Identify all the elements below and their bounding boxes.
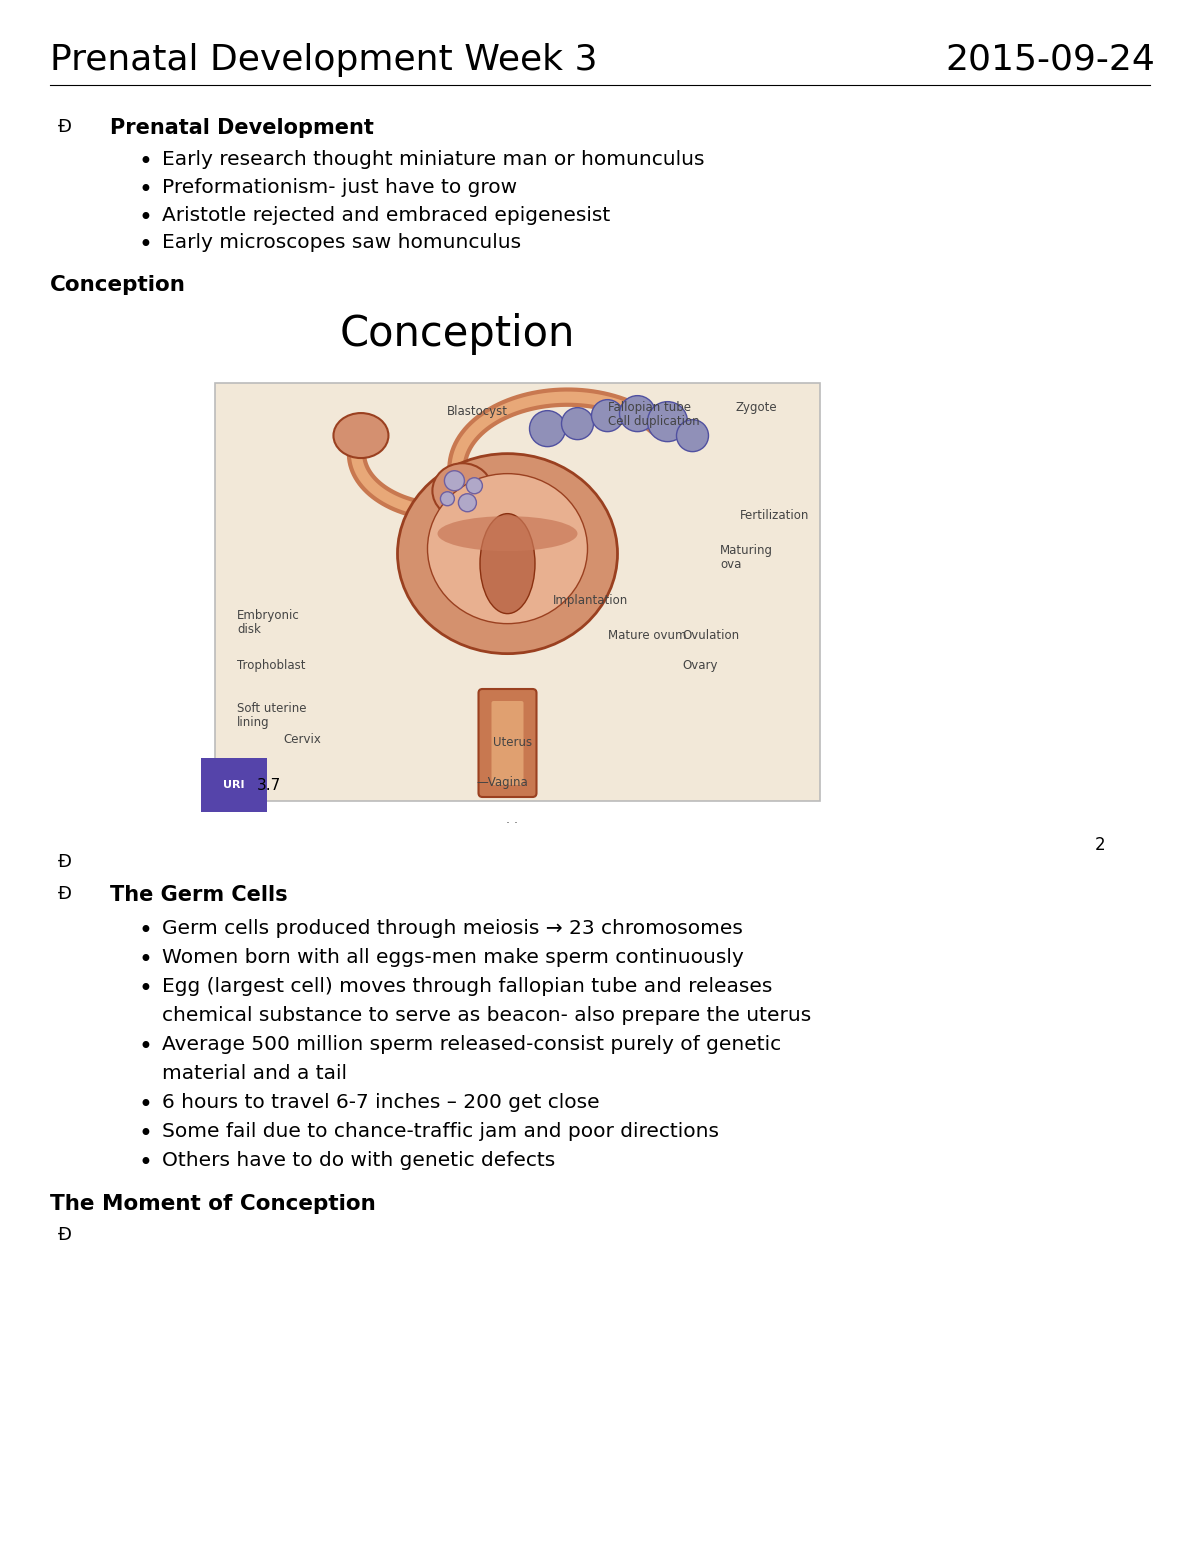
Text: •: • (138, 179, 152, 202)
Ellipse shape (440, 492, 455, 506)
Text: Mature ovum: Mature ovum (607, 629, 686, 641)
Text: Maturing: Maturing (720, 544, 773, 556)
Ellipse shape (467, 478, 482, 494)
Text: Implantation: Implantation (552, 593, 628, 607)
Text: material and a tail: material and a tail (162, 1064, 347, 1082)
Text: 3.7: 3.7 (257, 778, 281, 792)
Text: Some fail due to chance-traffic jam and poor directions: Some fail due to chance-traffic jam and … (162, 1121, 719, 1141)
Text: Preformationism- just have to grow: Preformationism- just have to grow (162, 179, 517, 197)
FancyBboxPatch shape (479, 690, 536, 797)
Ellipse shape (592, 399, 624, 432)
Text: Ð: Ð (58, 118, 72, 137)
Text: •: • (138, 919, 152, 943)
Text: Egg (largest cell) moves through fallopian tube and releases: Egg (largest cell) moves through fallopi… (162, 977, 773, 995)
Ellipse shape (458, 494, 476, 512)
Text: Conception: Conception (50, 275, 186, 295)
Ellipse shape (562, 407, 594, 439)
Text: Blastocyst: Blastocyst (446, 405, 508, 418)
Text: —Vagina: —Vagina (476, 776, 528, 789)
Text: Trophoblast: Trophoblast (238, 658, 306, 671)
Text: Ovulation: Ovulation (683, 629, 739, 641)
Text: Ð: Ð (58, 1225, 72, 1244)
Text: •: • (138, 151, 152, 174)
Ellipse shape (427, 474, 588, 624)
Text: •: • (138, 977, 152, 1002)
Text: 2015-09-24: 2015-09-24 (946, 43, 1154, 78)
Ellipse shape (444, 471, 464, 491)
Text: Prenatal Development: Prenatal Development (110, 118, 374, 138)
Ellipse shape (334, 413, 389, 458)
Text: •: • (138, 207, 152, 230)
Text: Average 500 million sperm released-consist purely of genetic: Average 500 million sperm released-consi… (162, 1034, 781, 1054)
Text: Others have to do with genetic defects: Others have to do with genetic defects (162, 1151, 556, 1169)
Text: . .: . . (506, 814, 518, 826)
FancyBboxPatch shape (215, 384, 820, 801)
Text: Ð: Ð (58, 853, 72, 871)
Ellipse shape (432, 463, 492, 519)
Text: lining: lining (238, 716, 270, 728)
Text: Fallopian tube: Fallopian tube (607, 401, 690, 415)
Ellipse shape (619, 396, 655, 432)
Text: Prenatal Development Week 3: Prenatal Development Week 3 (50, 43, 598, 78)
Text: ova: ova (720, 558, 742, 570)
Text: The Germ Cells: The Germ Cells (110, 885, 288, 905)
Text: 6 hours to travel 6-7 inches – 200 get close: 6 hours to travel 6-7 inches – 200 get c… (162, 1093, 600, 1112)
Ellipse shape (677, 419, 708, 452)
Text: Early research thought miniature man or homunculus: Early research thought miniature man or … (162, 151, 704, 169)
Text: Cell duplication: Cell duplication (607, 415, 700, 429)
Ellipse shape (438, 516, 577, 551)
Text: Embryonic: Embryonic (238, 609, 300, 621)
Text: Aristotle rejected and embraced epigenesist: Aristotle rejected and embraced epigenes… (162, 207, 611, 225)
Text: Cervix: Cervix (283, 733, 320, 745)
Text: •: • (138, 233, 152, 256)
Text: The Moment of Conception: The Moment of Conception (50, 1194, 376, 1214)
Text: disk: disk (238, 623, 260, 635)
Text: •: • (138, 1093, 152, 1117)
Text: Conception: Conception (340, 314, 575, 356)
Text: Early microscopes saw homunculus: Early microscopes saw homunculus (162, 233, 521, 252)
Text: Women born with all eggs-men make sperm continuously: Women born with all eggs-men make sperm … (162, 947, 744, 968)
Text: URI: URI (223, 780, 245, 790)
Text: Uterus: Uterus (493, 736, 532, 749)
Text: •: • (138, 1121, 152, 1146)
Text: Zygote: Zygote (734, 401, 776, 415)
Text: Fertilization: Fertilization (740, 509, 809, 522)
Text: Soft uterine: Soft uterine (238, 702, 306, 714)
Ellipse shape (397, 453, 618, 654)
FancyBboxPatch shape (492, 700, 523, 784)
Text: •: • (138, 1151, 152, 1176)
Text: Ovary: Ovary (683, 658, 718, 671)
Text: •: • (138, 1034, 152, 1059)
Text: chemical substance to serve as beacon- also prepare the uterus: chemical substance to serve as beacon- a… (162, 1006, 811, 1025)
Text: •: • (138, 947, 152, 972)
Text: Ð: Ð (58, 885, 72, 902)
Text: 2: 2 (1096, 836, 1105, 854)
Ellipse shape (648, 402, 688, 441)
Text: Germ cells produced through meiosis → 23 chromosomes: Germ cells produced through meiosis → 23… (162, 919, 743, 938)
Ellipse shape (480, 514, 535, 613)
Ellipse shape (529, 410, 565, 447)
